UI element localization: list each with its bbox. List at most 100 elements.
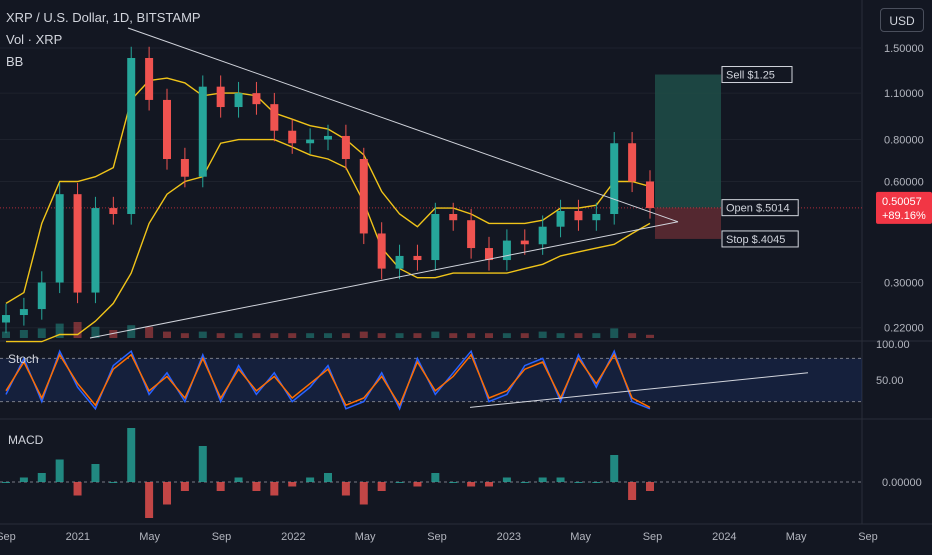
candle-body: [520, 240, 529, 245]
macd-histogram-bar: [37, 473, 46, 482]
candle-body: [37, 282, 46, 310]
price-tick-label: 0.22000: [884, 323, 924, 335]
macd-histogram-bar: [502, 477, 511, 482]
stoch-trendline: [469, 372, 809, 408]
candle-body: [91, 208, 100, 293]
stoch-tick-label: 100.00: [876, 339, 910, 351]
time-tick-label: 2023: [497, 531, 521, 543]
macd-histogram-bar: [216, 482, 225, 491]
candle-body: [127, 58, 136, 215]
time-tick-label: 2024: [712, 531, 736, 543]
volume-bar: [467, 333, 476, 338]
candle-body: [234, 93, 243, 108]
macd-histogram-bar: [628, 482, 637, 500]
time-tick-label: May: [139, 531, 160, 543]
candle-body: [610, 143, 619, 215]
candle-body: [288, 130, 297, 144]
macd-pane-label[interactable]: MACD: [8, 433, 44, 447]
stop-zone: [655, 207, 721, 239]
time-tick-label: Sep: [0, 531, 16, 543]
stop-level-label-box: [721, 230, 799, 248]
macd-histogram-bar: [395, 482, 404, 483]
volume-bar: [37, 328, 46, 338]
last-price-value: 0.50057: [882, 196, 922, 208]
volume-bar: [2, 331, 10, 338]
macd-histogram-bar: [610, 455, 619, 482]
currency-button[interactable]: USD: [880, 8, 924, 32]
macd-histogram-bar: [270, 482, 279, 496]
candle-body: [359, 159, 368, 234]
volume-bar: [341, 333, 350, 338]
time-tick-label: 2022: [281, 531, 305, 543]
macd-histogram-bar: [306, 477, 315, 482]
macd-histogram-bar: [377, 482, 386, 491]
candle-body: [145, 58, 154, 100]
volume-bar: [574, 333, 583, 338]
volume-bar: [270, 333, 279, 338]
bollinger-lower-band: [6, 138, 651, 343]
volume-bar: [198, 331, 207, 338]
axes: 1.50000 1.10000 0.80000 0.60000 0.30000 0.220…: [0, 43, 924, 543]
price-candles: [2, 46, 654, 334]
macd-histogram-bar: [55, 459, 64, 482]
candle-body: [55, 194, 64, 283]
bollinger-indicator-label[interactable]: BB: [6, 54, 24, 69]
volume-indicator-label[interactable]: Vol · XRP: [6, 32, 63, 47]
volume-bar: [19, 330, 28, 338]
stoch-pane-label[interactable]: Stoch: [8, 352, 39, 366]
time-tick-label: May: [786, 531, 807, 543]
candle-body: [73, 194, 82, 293]
volume-bar: [395, 333, 404, 338]
volume-bar: [538, 331, 547, 338]
stoch-tick-label: 50.00: [876, 375, 904, 387]
macd-histogram-bar: [2, 482, 10, 483]
stoch-d-line: [5, 353, 651, 409]
candle-body: [574, 211, 583, 221]
macd-histogram-bar: [538, 477, 547, 482]
macd-histogram-bar: [252, 482, 261, 491]
volume-bar: [216, 333, 225, 338]
candle-body: [341, 135, 350, 160]
macd-histogram-bar: [556, 477, 565, 482]
volume-bar: [73, 322, 82, 338]
candle-body: [216, 86, 225, 108]
macd-histogram-bar: [485, 482, 493, 487]
stoch-k-line: [5, 349, 651, 411]
price-tick-label: 1.10000: [884, 88, 924, 100]
volume-bar: [628, 333, 637, 338]
volume-bar: [377, 333, 386, 338]
time-tick-label: May: [355, 531, 376, 543]
candle-body: [431, 214, 440, 261]
volume-bar: [306, 333, 315, 338]
candle-body: [19, 309, 28, 316]
candle-body: [198, 86, 207, 177]
volume-bar: [359, 331, 368, 338]
volume-bar: [145, 326, 154, 338]
symbol-title: XRP / U.S. Dollar, 1D, BITSTAMP: [6, 10, 201, 25]
macd-histogram-bar: [180, 482, 189, 491]
macd-histogram-bar: [592, 482, 601, 483]
volume-bar: [288, 333, 297, 338]
time-tick-label: Sep: [643, 531, 663, 543]
candle-body: [646, 181, 654, 209]
macd-histogram-bar: [288, 482, 297, 487]
volume-bar: [502, 333, 511, 338]
price-tick-label: 0.60000: [884, 176, 924, 188]
target-zone: [655, 74, 721, 208]
candle-body: [377, 233, 386, 269]
candle-body: [324, 135, 332, 140]
candle-body: [556, 211, 565, 227]
volume-bar: [55, 323, 64, 338]
candle-body: [395, 255, 404, 269]
volume-bar: [234, 333, 243, 338]
volume-bars: [2, 322, 654, 338]
candle-body: [109, 208, 118, 215]
macd-histogram-bar: [73, 482, 82, 496]
stop-level-label: Stop $.4045: [726, 234, 785, 246]
candle-body: [252, 93, 261, 105]
candle-body: [467, 220, 476, 249]
candle-body: [306, 139, 315, 144]
volume-bar: [180, 333, 189, 338]
candle-body: [413, 255, 422, 261]
